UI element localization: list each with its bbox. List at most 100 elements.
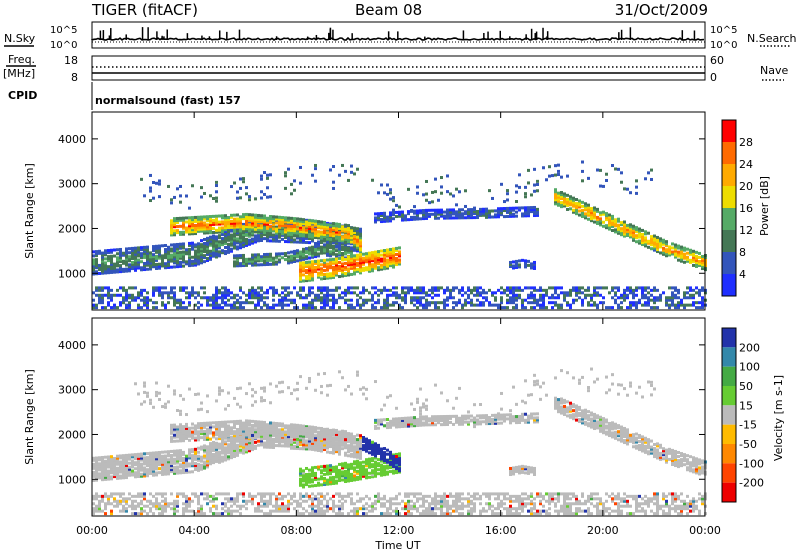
range-cell [92, 458, 95, 462]
ground-scatter-cell [470, 291, 473, 295]
range-cell [179, 260, 182, 264]
range-cell [392, 257, 395, 261]
range-cell [107, 265, 110, 269]
range-cell [416, 209, 419, 213]
ground-scatter-cell [494, 291, 497, 295]
range-cell [311, 235, 314, 239]
ground-scatter-cell [416, 301, 419, 305]
range-cell [266, 260, 269, 264]
range-cell [116, 264, 119, 268]
range-cell [638, 235, 641, 239]
range-cell [377, 266, 380, 270]
nave-tick-60: 60 [710, 54, 724, 67]
range-cell [659, 237, 662, 241]
range-cell [374, 220, 377, 224]
range-cell [353, 229, 356, 233]
ground-scatter-cell [236, 499, 239, 503]
ground-scatter-cell [230, 497, 233, 501]
ground-scatter-cell [551, 293, 554, 297]
range-cell [641, 228, 644, 232]
range-cell [341, 229, 344, 233]
range-cell [353, 272, 356, 276]
scatter-cell [215, 184, 218, 188]
range-cell [332, 228, 335, 232]
ground-scatter-cell [221, 502, 224, 506]
range-cell [626, 223, 629, 227]
ground-scatter-cell [98, 293, 101, 297]
range-cell [206, 236, 209, 240]
range-cell [134, 264, 137, 268]
ground-scatter-cell [353, 291, 356, 295]
scatter-cell [206, 394, 209, 398]
range-cell [176, 431, 179, 435]
range-cell [149, 267, 152, 271]
range-cell [239, 431, 242, 435]
range-cell [368, 269, 371, 273]
ground-scatter-cell [416, 306, 419, 310]
ground-scatter-cell [617, 296, 620, 300]
range-cell [209, 225, 212, 229]
range-cell [650, 241, 653, 245]
ground-scatter-cell [161, 499, 164, 503]
range-cell [398, 212, 401, 216]
range-cell [185, 252, 188, 256]
range-cell [191, 426, 194, 430]
freq-trace [92, 66, 705, 74]
range-cell [311, 227, 314, 231]
range-cell [206, 252, 209, 256]
range-cell [137, 472, 140, 476]
ground-scatter-cell [437, 301, 440, 305]
range-cell [263, 259, 266, 263]
range-cell [392, 213, 395, 217]
range-cell [98, 458, 101, 462]
range-cell [170, 231, 173, 235]
range-cell [359, 227, 362, 231]
range-cell [287, 261, 290, 265]
scatter-cell [425, 179, 428, 183]
range-cell [128, 469, 131, 473]
range-cell [155, 471, 158, 475]
range-cell [689, 260, 692, 264]
scatter-cell [380, 183, 383, 187]
ground-scatter-cell [236, 306, 239, 310]
range-cell [584, 206, 587, 210]
range-cell [359, 257, 362, 261]
range-cell [212, 435, 215, 439]
range-cell [116, 458, 119, 462]
range-cell [95, 258, 98, 262]
range-cell [143, 251, 146, 255]
range-cell [227, 432, 230, 436]
ground-scatter-cell [281, 502, 284, 506]
power-colorbar-label: Power [dB] [758, 176, 771, 236]
range-cell [470, 212, 473, 216]
ground-scatter-cell [104, 286, 107, 290]
range-cell [308, 220, 311, 224]
range-cell [377, 256, 380, 260]
ground-scatter-cell [437, 288, 440, 292]
range-cell [212, 252, 215, 256]
range-cell [227, 451, 230, 455]
range-cell [149, 469, 152, 473]
range-cell [614, 220, 617, 224]
ground-scatter-cell [128, 286, 131, 290]
range-cell [227, 236, 230, 240]
ground-scatter-cell [287, 286, 290, 290]
range-cell [299, 275, 302, 279]
range-cell [407, 210, 410, 214]
ground-scatter-cell [149, 507, 152, 511]
range-cell [497, 209, 500, 213]
scatter-cell [137, 392, 140, 396]
range-cell [110, 467, 113, 471]
ground-scatter-cell [113, 499, 116, 503]
ground-scatter-cell [158, 492, 161, 496]
range-cell [122, 468, 125, 472]
range-cell [215, 455, 218, 459]
ground-scatter-cell [200, 512, 203, 516]
range-cell [137, 470, 140, 474]
range-cell [203, 237, 206, 241]
ground-scatter-cell [632, 291, 635, 295]
scatter-cell [581, 160, 584, 164]
range-cell [266, 224, 269, 228]
range-cell [200, 243, 203, 247]
ground-scatter-cell [335, 286, 338, 290]
